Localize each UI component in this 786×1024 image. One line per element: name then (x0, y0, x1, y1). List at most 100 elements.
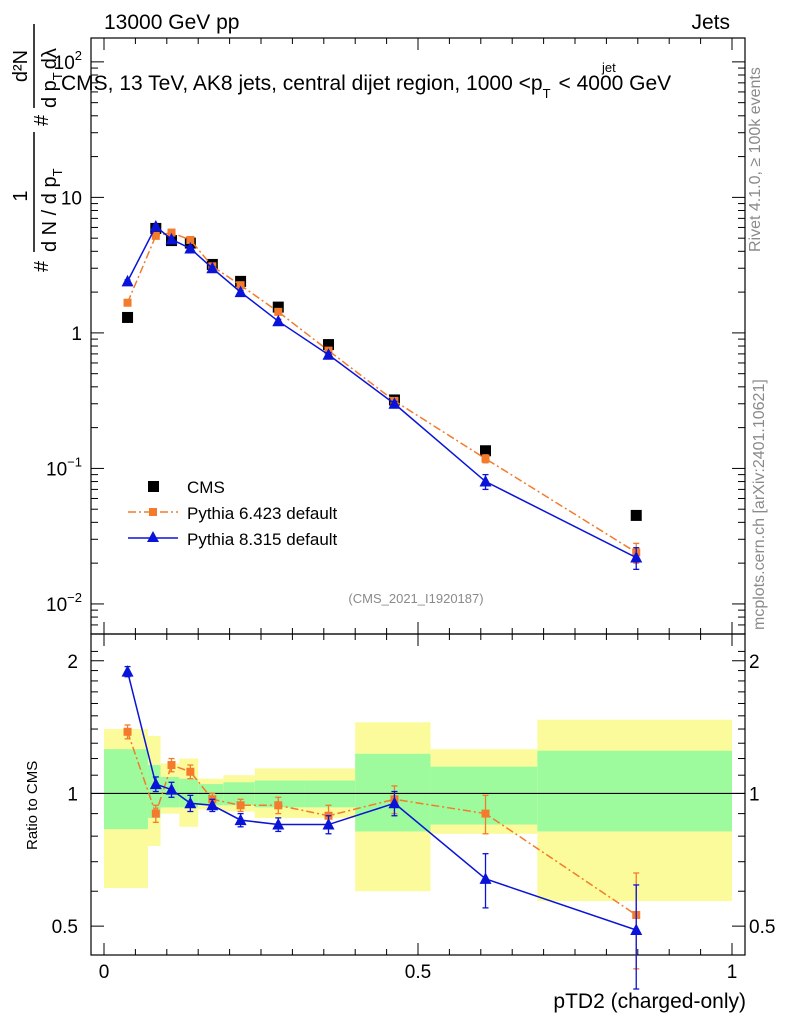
analysis-title-part1: CMS, 13 TeV, AK8 jets, central dijet reg… (61, 72, 543, 95)
y-tick-label-2: 1 (71, 324, 82, 345)
main-pythia-6-423-default-point-9 (481, 454, 490, 463)
legend-label-pythia6: Pythia 6.423 default (187, 504, 338, 523)
legend-marker-cms (148, 481, 159, 492)
main-pythia-8-315-default-point-7 (322, 348, 335, 360)
ratio-y-tick-label-right-1: 1 (749, 784, 760, 805)
ratio-pythia-8-315-default-point-9 (479, 872, 492, 884)
x-tick-label-2: 1 (727, 962, 738, 983)
mcplots-label: mcplots.cern.ch [arXiv:2401.10621] (751, 379, 768, 630)
uncertainty-bands (91, 719, 745, 902)
analysis-title-part2: < 4000 GeV (559, 72, 672, 95)
y-tick-label-base: 10 (46, 595, 67, 616)
ratio-pythia-6-423-default-point-1 (151, 809, 160, 818)
main-cms-point-9 (480, 445, 492, 457)
y-tick-label-3: 10−1 (46, 454, 82, 480)
legend-marker-pythia8 (147, 531, 159, 542)
ylabel-hash2: # (31, 114, 53, 126)
ylabel-frac1-den-main: d N / d p (39, 176, 61, 252)
ratio-pythia-8-315-default-point-8 (388, 796, 401, 809)
energy-label: 13000 GeV pp (104, 11, 239, 34)
ratio-y-tick-label-right-2: 0.5 (749, 917, 775, 938)
legend-marker-pythia6 (149, 508, 157, 516)
ratio-pythia-6-423-default-point-5 (236, 801, 245, 810)
ratio-pythia-8-315-default-point-0 (121, 665, 134, 677)
band-inner-0 (104, 749, 148, 830)
legend: CMS Pythia 6.423 default Pythia 8.315 de… (128, 478, 338, 549)
main-pythia-6-423-default-point-6 (274, 307, 283, 316)
ratio-panel-axes: 0 0.5 1 2 2 1 1 0.5 0.5 (52, 633, 775, 983)
ylabel-frac1-den: d N / d pT (39, 168, 65, 252)
x-tick-label-0: 0 (99, 962, 110, 983)
legend-label-cms: CMS (187, 478, 225, 497)
analysis-title: CMS, 13 TeV, AK8 jets, central dijet reg… (61, 72, 671, 101)
ratio-pythia-6-423-default-point-2 (167, 761, 176, 770)
main-pythia-8-315-default-point-3 (184, 241, 197, 254)
main-pythia-8-315-default-point-4 (206, 261, 219, 274)
ylabel-frac2-den-main: d p (39, 80, 61, 108)
main-pythia-8-315-default-point-9 (479, 475, 492, 487)
y-tick-label-exp: −2 (67, 590, 82, 605)
ratio-pythia-8-315-default-point-4 (206, 798, 219, 811)
x-tick-label-1: 0.5 (405, 962, 431, 983)
xlabel: pTD2 (charged-only) (553, 990, 746, 1013)
analysis-title-sub: T (543, 86, 551, 101)
ylabel-hash1: # (31, 260, 53, 272)
category-label: Jets (691, 11, 730, 34)
ratio-pythia-6-423-default-point-0 (123, 727, 132, 736)
ratio-ylabel: Ratio to CMS (24, 761, 41, 850)
main-pythia-6-423-default-point-1 (151, 231, 160, 240)
ylabel-frac2-den-tail: dλ (39, 48, 61, 69)
ratio-pythia-8-315-default-point-2 (165, 783, 178, 795)
y-tick-label-base: 10 (46, 459, 67, 480)
ratio-pythia-8-315-default-point-7 (322, 818, 335, 830)
y-tick-label-1: 10 (61, 188, 82, 209)
y-tick-label-base: 10 (61, 188, 82, 209)
data-series (121, 219, 643, 990)
main-pythia-8-315-default-point-6 (272, 314, 285, 327)
main-pythia-8-315-default-point-2 (165, 232, 178, 245)
ylabel-frac2-den-sub: T (50, 72, 65, 80)
ratio-y-tick-label-left-1: 1 (67, 784, 78, 805)
main-ylabel: # 1 d N / d pT # d²N d pTdλ (10, 24, 65, 272)
y-tick-label-exp: −1 (67, 454, 82, 469)
rivet-label: Rivet 4.1.0, ≥ 100k events (747, 67, 764, 252)
ratio-pythia-8-315-default-point-1 (149, 777, 162, 790)
main-pythia-6-423-default-point-2 (167, 228, 176, 237)
ratio-pythia-8-315-default-point-3 (184, 796, 197, 809)
analysis-title-sup: jet (601, 60, 616, 75)
ratio-pythia-8-315-default-point-5 (234, 813, 247, 826)
main-pythia-8-315-default-point-5 (234, 285, 247, 298)
band-inner-10 (537, 750, 732, 832)
ratio-pythia-6-423-default-point-3 (186, 767, 195, 776)
ratio-y-tick-label-left-0: 2 (67, 652, 78, 673)
y-tick-label-exp: 2 (75, 48, 82, 63)
main-cms-point-7 (323, 339, 335, 351)
main-pythia-8-315-default-point-10 (630, 551, 643, 563)
main-pythia-8-315-default-point-8 (388, 397, 401, 409)
ratio-pythia-8-315-default-point-6 (272, 818, 285, 830)
ratio-y-tick-label-right-0: 2 (749, 652, 760, 673)
y-tick-label-4: 10−2 (46, 590, 82, 616)
legend-label-pythia8: Pythia 8.315 default (187, 530, 338, 549)
main-cms-point-6 (272, 301, 284, 313)
band-inner-8 (355, 753, 431, 832)
analysis-watermark: (CMS_2021_I1920187) (348, 591, 483, 606)
y-tick-label-base: 1 (71, 324, 82, 345)
main-pythia-6-423-default-point-0 (123, 298, 132, 307)
main-cms-point-10 (630, 509, 642, 521)
ylabel-frac1-num: 1 (10, 190, 32, 201)
main-pythia-8-315-default-point-1 (149, 219, 162, 232)
ratio-pythia-8-315-default-point-10 (630, 923, 643, 935)
ylabel-frac1-den-sub: T (50, 168, 65, 176)
main-cms-point-0 (122, 311, 134, 323)
ylabel-frac2-den: d pTdλ (39, 48, 65, 108)
y-tick-label-base: 10 (54, 53, 75, 74)
ratio-pythia-6-423-default-point-6 (274, 801, 283, 810)
ratio-y-tick-label-left-2: 0.5 (52, 917, 78, 938)
y-tick-label-0: 102 (54, 48, 82, 74)
main-pythia-6-423-default-point-3 (186, 235, 195, 244)
main-pythia-8-315-default-point-0 (121, 274, 134, 287)
main-pythia-6-423-default-point-5 (236, 281, 245, 290)
